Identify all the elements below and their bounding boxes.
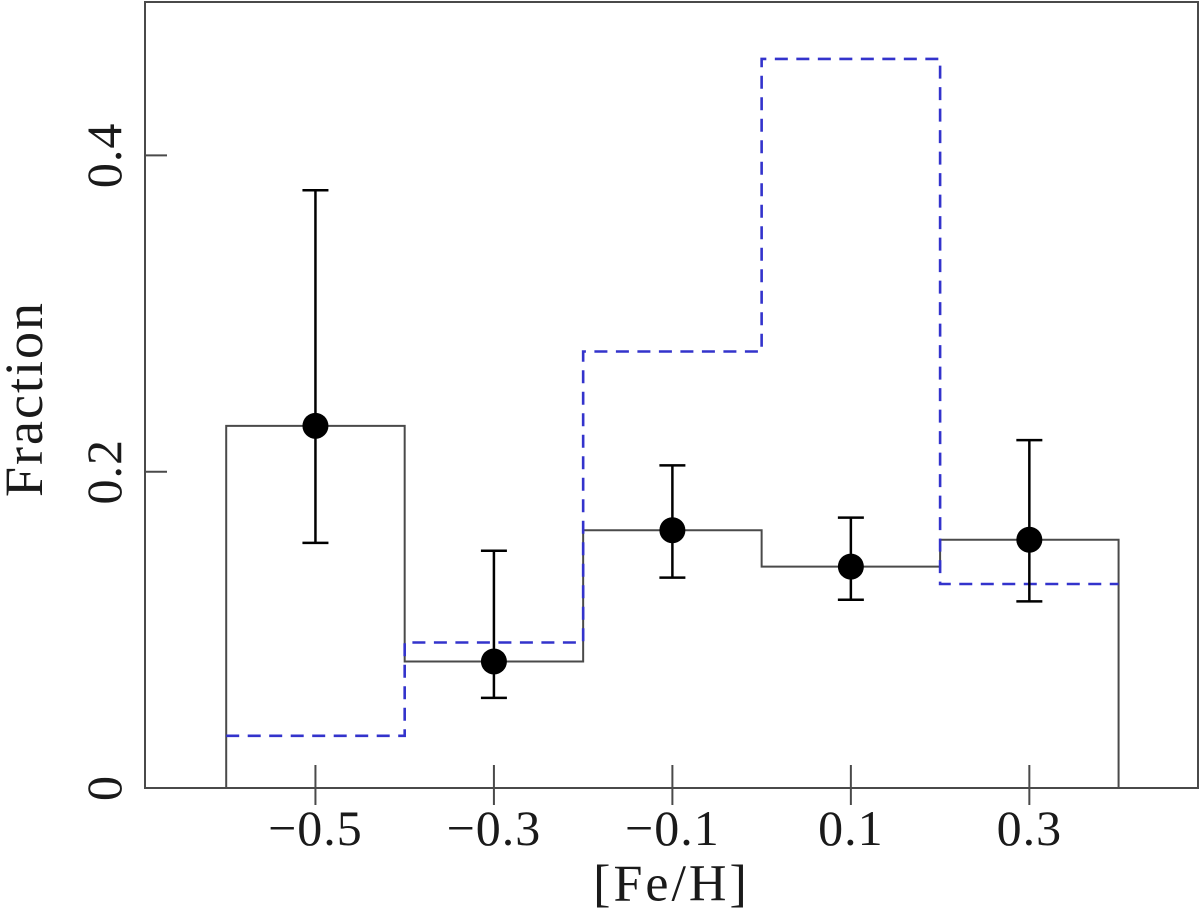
x-axis-tick-label: −0.1 <box>625 800 720 856</box>
x-axis-tick-label: 0.3 <box>997 800 1063 856</box>
dashed-histogram <box>226 57 1119 738</box>
x-axis-title: [Fe/H] <box>593 856 750 913</box>
y-axis-tick-label: 0 <box>76 775 132 801</box>
data-point-marker <box>480 648 507 675</box>
x-axis-tick-label: −0.3 <box>447 800 542 856</box>
x-axis-tick-label: −0.5 <box>268 800 363 856</box>
y-axis-tick-label: 0.2 <box>76 439 132 505</box>
x-axis-tick-label: 0.1 <box>818 800 884 856</box>
y-axis-title: Fraction <box>0 301 54 497</box>
data-point-marker <box>837 553 864 580</box>
y-axis-tick-label: 0.4 <box>76 123 132 189</box>
data-point-marker <box>1016 526 1043 553</box>
data-point-marker <box>302 412 329 439</box>
data-point-marker <box>659 517 686 544</box>
plot-frame <box>144 1 1199 789</box>
